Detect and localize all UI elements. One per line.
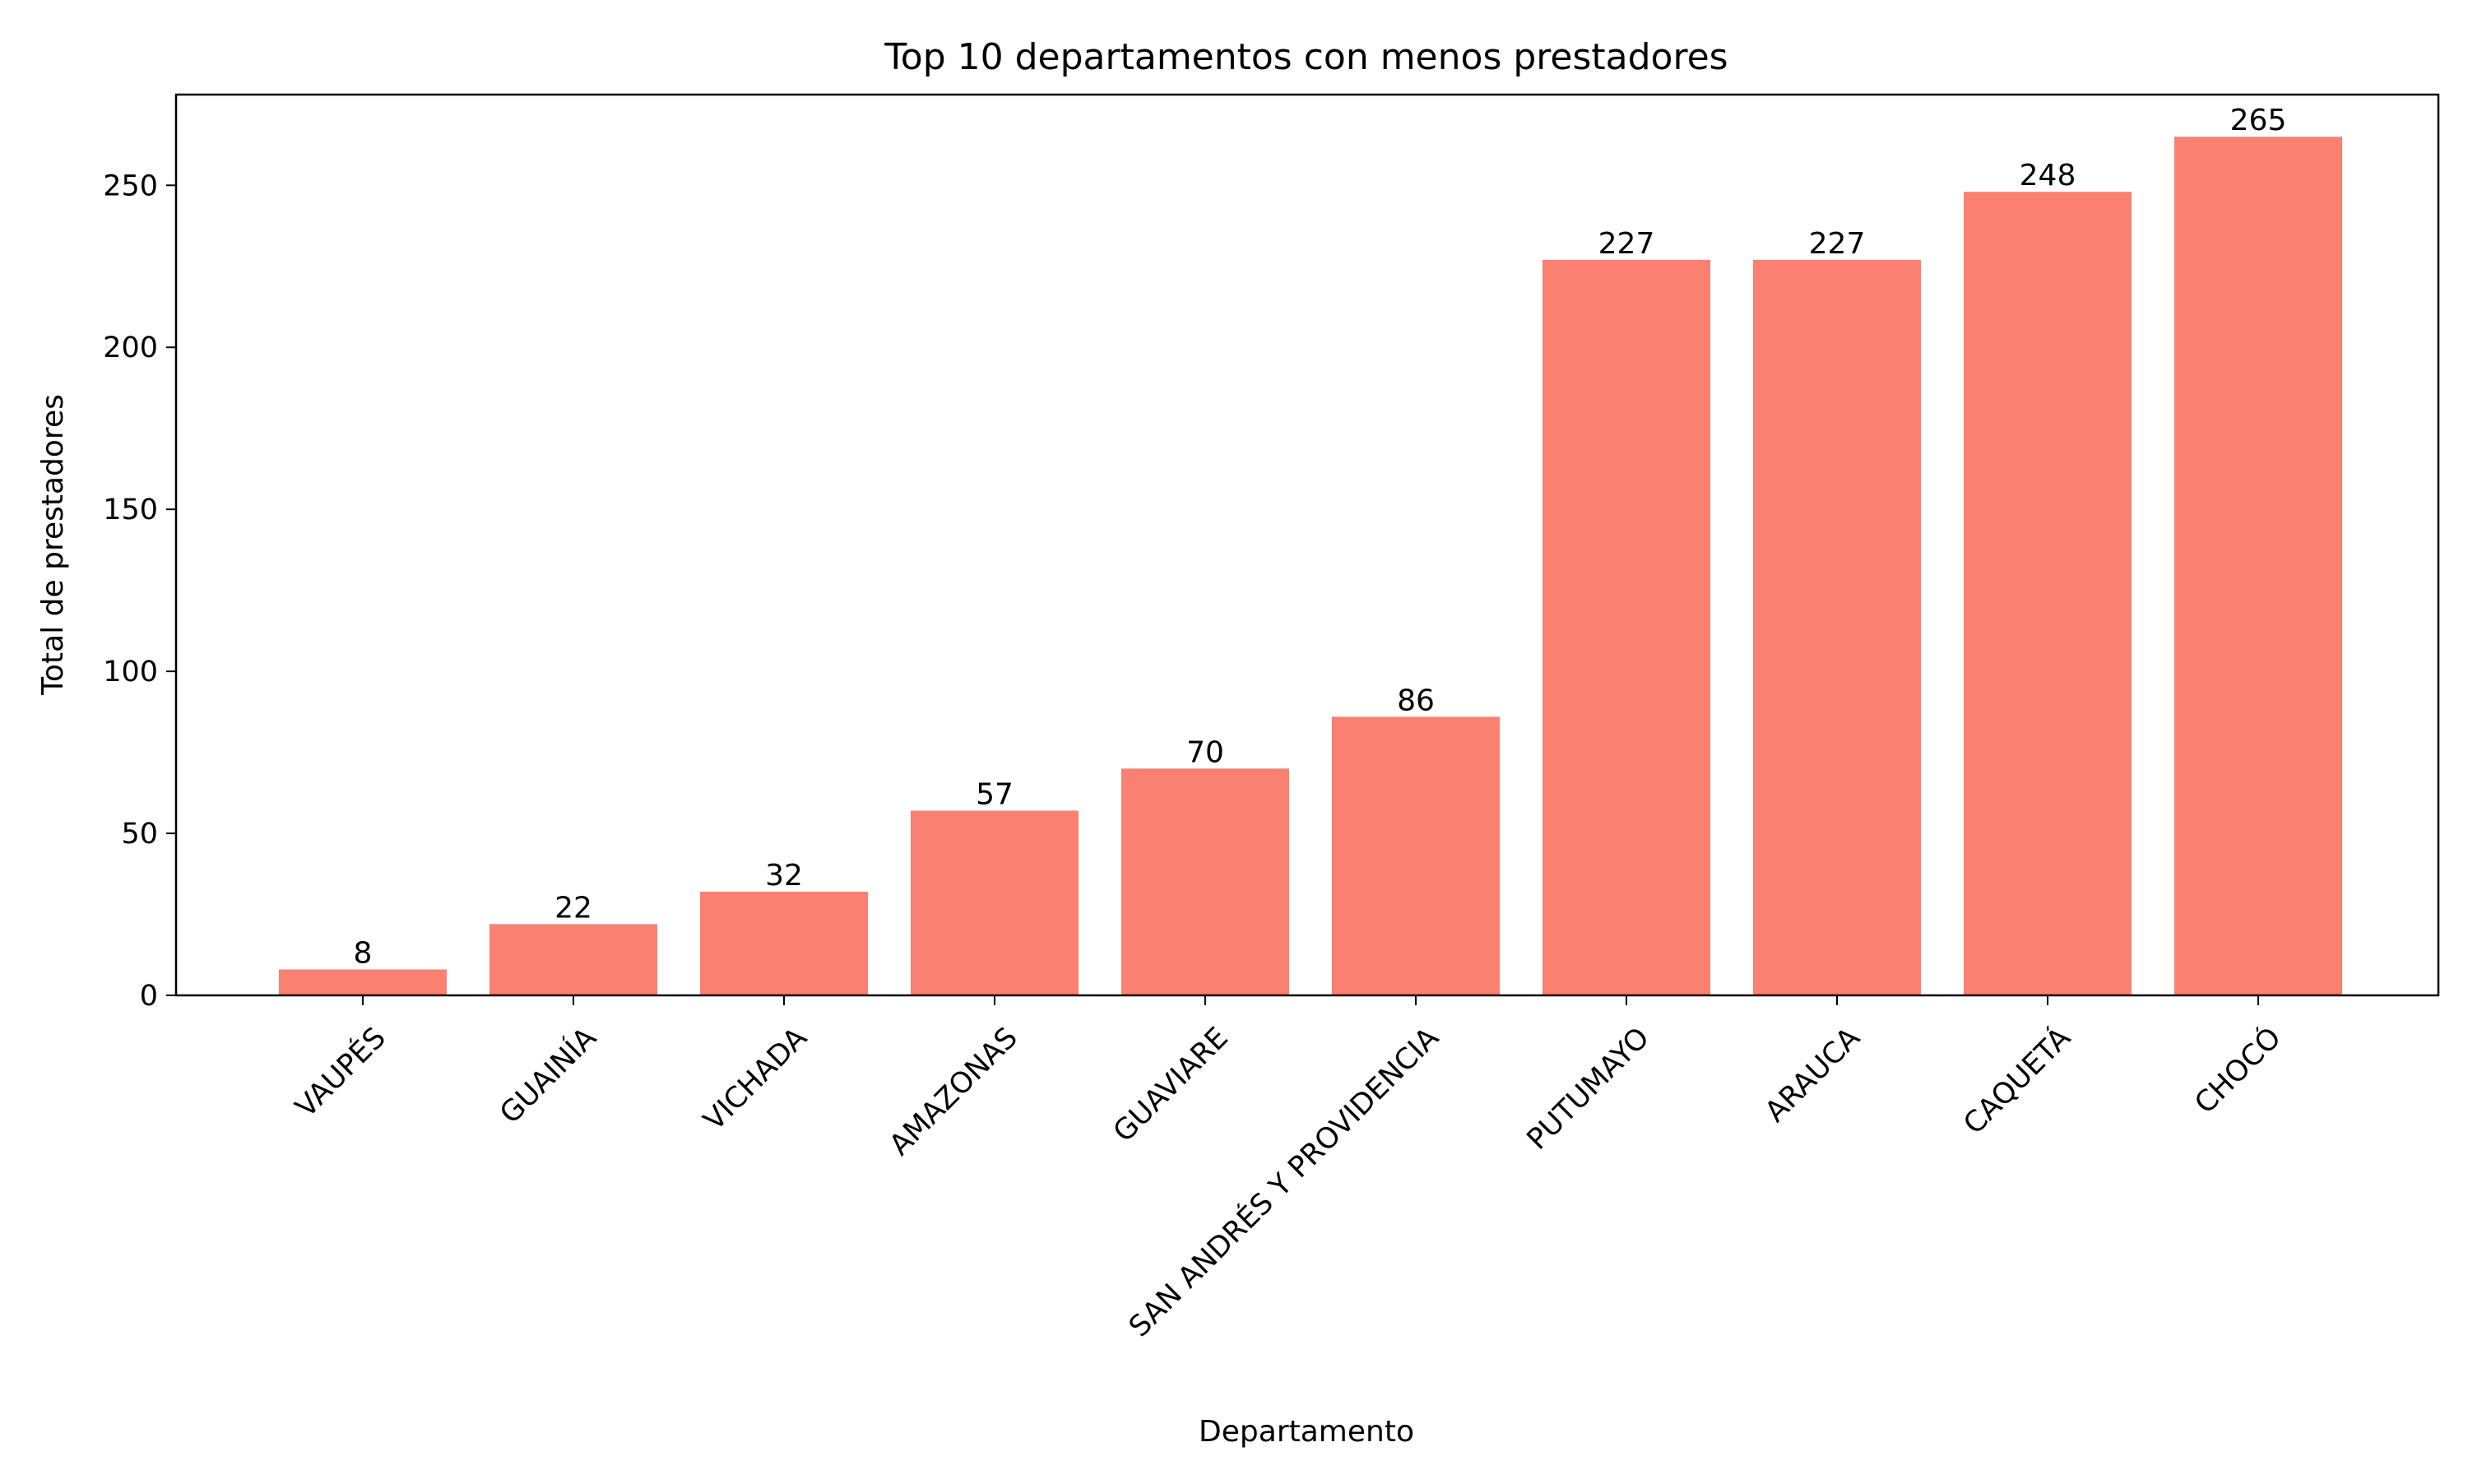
data-label-6: 86 — [1397, 684, 1435, 717]
y-tick-label-200: 200 — [103, 332, 158, 364]
x-axis-label: Departamento — [1199, 1415, 1414, 1449]
bar-10 — [2174, 137, 2342, 995]
data-label-2: 22 — [554, 891, 592, 925]
data-label-5: 70 — [1186, 735, 1224, 769]
data-labels-layer: 8 22 32 57 70 86 227 227 248 265 — [354, 104, 2287, 970]
y-tick-label-250: 250 — [103, 169, 158, 202]
chart-title: Top 10 departamentos con menos prestador… — [884, 36, 1728, 78]
bar-4 — [911, 810, 1079, 995]
bar-9 — [1964, 192, 2132, 995]
y-tick-label-100: 100 — [103, 656, 158, 689]
plot-frame — [174, 93, 2440, 997]
y-tick-label-50: 50 — [121, 818, 158, 851]
data-label-4: 57 — [976, 777, 1014, 811]
data-label-8: 227 — [1809, 227, 1866, 261]
y-axis-label: Total de prestadores — [36, 394, 70, 696]
y-tick-label-0: 0 — [140, 980, 158, 1013]
bar-1 — [279, 969, 447, 995]
data-label-1: 8 — [354, 936, 373, 970]
bar-3 — [700, 891, 868, 995]
data-label-3: 32 — [765, 859, 803, 893]
bars-layer — [279, 137, 2342, 995]
bar-5 — [1121, 768, 1289, 995]
y-tick-label-150: 150 — [103, 494, 158, 526]
bar-8 — [1753, 259, 1921, 995]
data-label-10: 265 — [2230, 104, 2287, 137]
data-label-9: 248 — [2020, 159, 2076, 192]
bar-6 — [1332, 716, 1500, 995]
bar-7 — [1542, 259, 1710, 995]
bar-2 — [489, 924, 657, 995]
data-label-7: 227 — [1598, 227, 1655, 261]
y-axis: 0 50 100 150 200 250 — [103, 169, 176, 1013]
